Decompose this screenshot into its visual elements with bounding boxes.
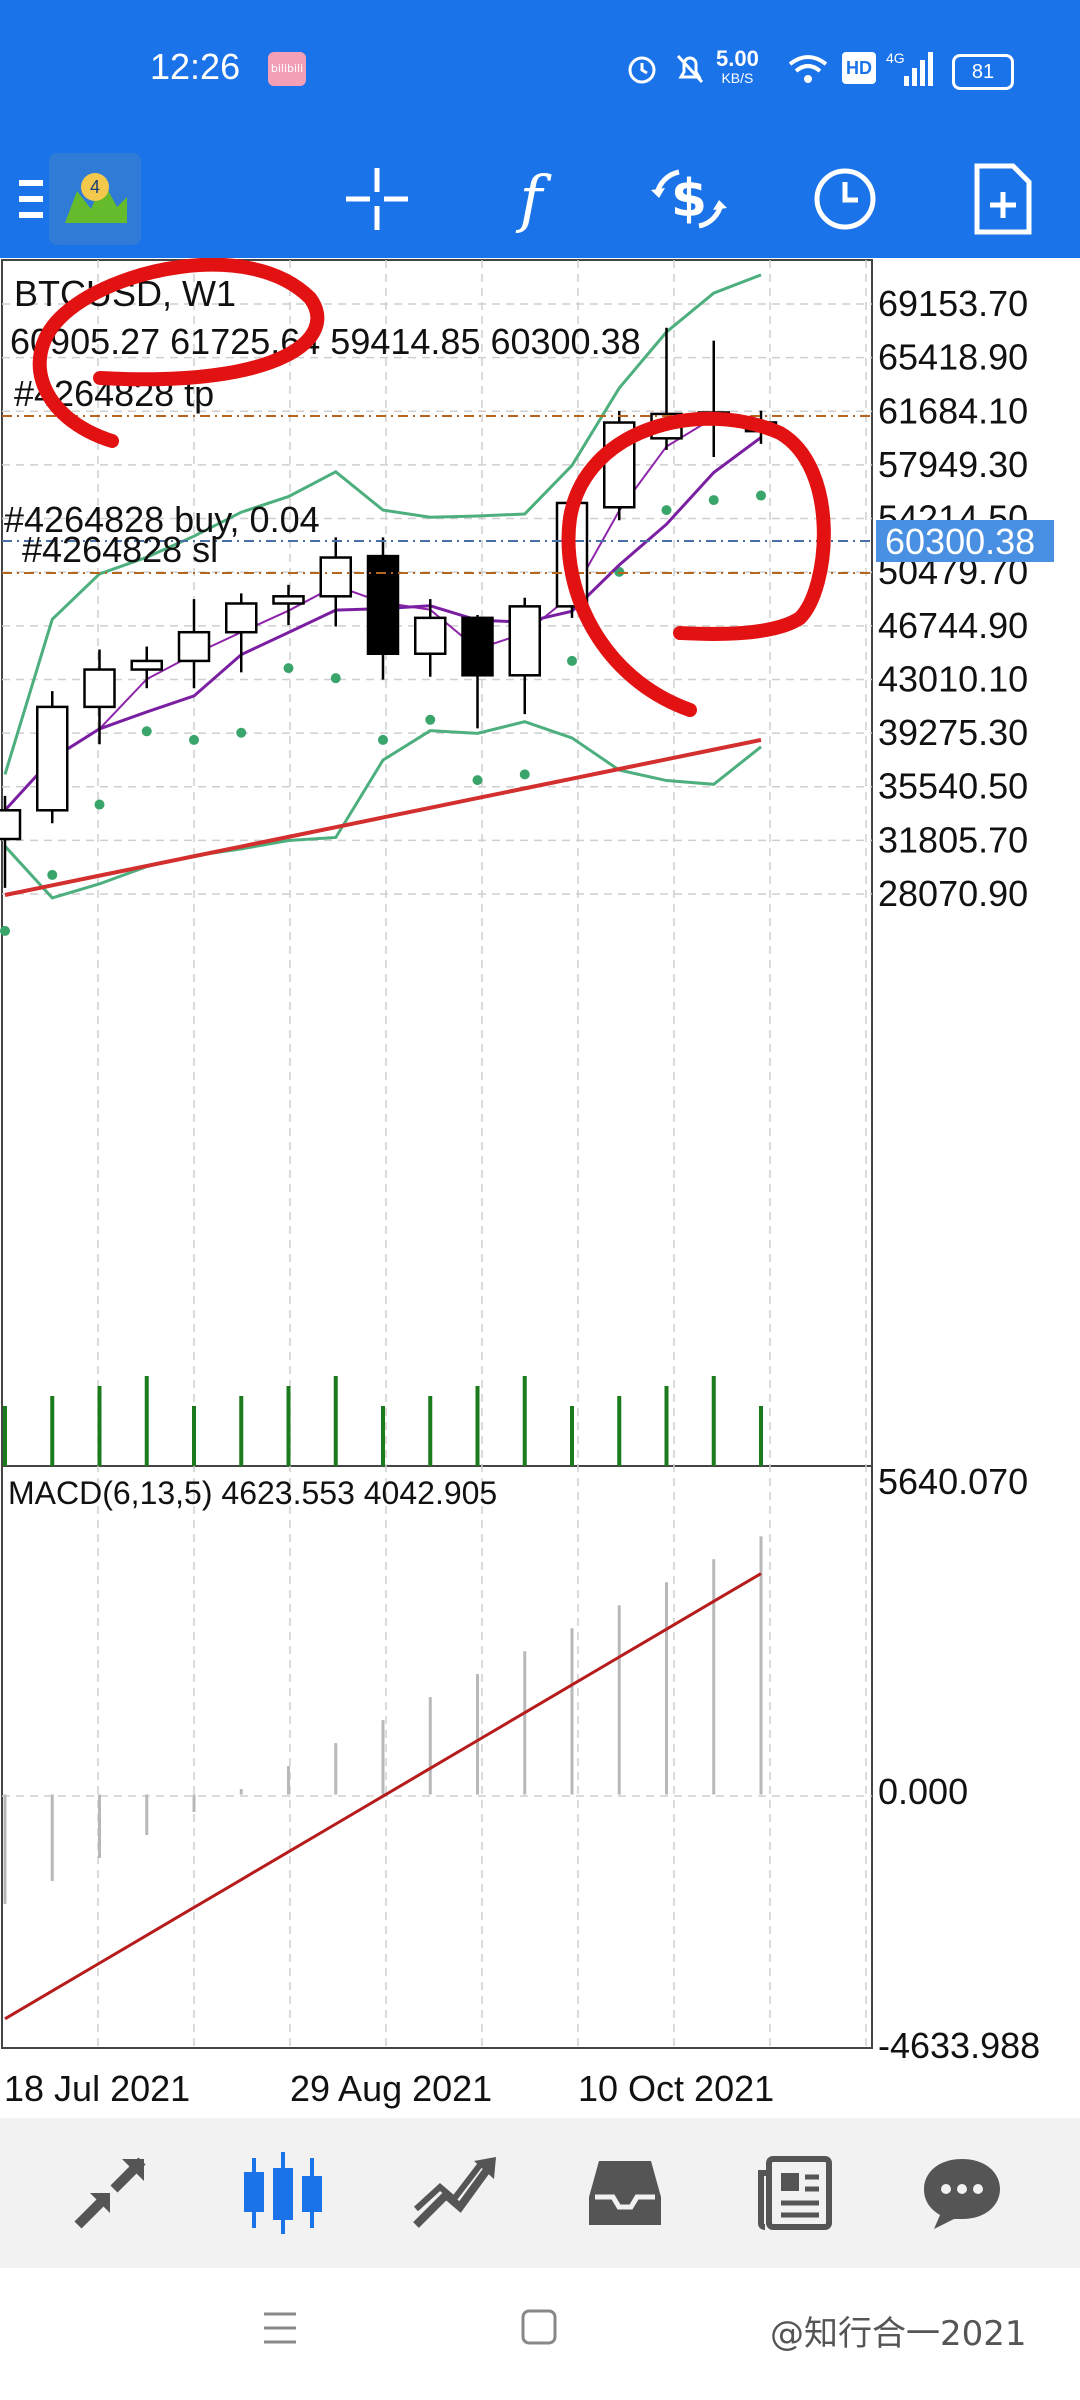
psar-dot bbox=[141, 726, 152, 737]
macd-signal-line bbox=[4, 1572, 762, 2021]
svg-text:f: f bbox=[516, 164, 553, 234]
psar-dot bbox=[519, 769, 530, 780]
psar-dot bbox=[330, 673, 341, 684]
psar-dot bbox=[425, 714, 436, 725]
svg-text:4: 4 bbox=[90, 177, 100, 197]
status-bar: 12:26 bilibili 5.00 KB/S HD 4G 81 bbox=[0, 0, 1080, 140]
psar-dot bbox=[661, 505, 672, 516]
candle-body bbox=[0, 809, 22, 841]
bottom-navigation bbox=[0, 2118, 1080, 2268]
psar-dot bbox=[378, 734, 388, 745]
price-tick-label: 43010.10 bbox=[878, 658, 1028, 699]
battery-indicator: 81 bbox=[952, 54, 1014, 90]
price-tick-label: 31805.70 bbox=[878, 819, 1028, 860]
candle-body bbox=[461, 616, 494, 677]
candle-body bbox=[272, 595, 305, 605]
system-navigation: @知行合一2021 bbox=[0, 2268, 1080, 2400]
candle-body bbox=[319, 556, 352, 598]
news-icon[interactable] bbox=[755, 2153, 835, 2233]
chart-area[interactable]: BTCUSD, W1 60905.27 61725.64 59414.85 60… bbox=[0, 257, 1080, 2118]
candle-body bbox=[366, 554, 400, 655]
macd-histogram bbox=[3, 1536, 763, 2021]
chart-icon[interactable] bbox=[240, 2148, 326, 2238]
chart-canvas[interactable]: BTCUSD, W1 60905.27 61725.64 59414.85 60… bbox=[0, 257, 1080, 2118]
psar-dot bbox=[283, 663, 294, 674]
sl-label: #4264828 sl bbox=[22, 529, 218, 570]
parabolic-sar bbox=[0, 490, 766, 936]
annotation-circle-logo bbox=[32, 257, 325, 448]
recents-icon[interactable] bbox=[262, 2308, 298, 2348]
annotation-circle-candles bbox=[561, 411, 831, 717]
date-label-2: 29 Aug 2021 bbox=[290, 2068, 492, 2109]
psar-dot bbox=[94, 799, 105, 810]
date-label-1: 18 Jul 2021 bbox=[4, 2068, 190, 2109]
macd-label: MACD(6,13,5) 4623.553 4042.905 bbox=[8, 1475, 497, 1511]
macd-tick-bottom: -4633.988 bbox=[878, 2025, 1040, 2066]
date-label-3: 10 Oct 2021 bbox=[578, 2068, 774, 2109]
network-speed-value: 5.00 bbox=[716, 46, 759, 71]
price-panel-frame bbox=[1, 259, 873, 1467]
crosshair-icon[interactable] bbox=[318, 140, 436, 258]
price-tick-label: 35540.50 bbox=[878, 766, 1028, 807]
candle-body bbox=[36, 705, 69, 812]
home-icon[interactable] bbox=[520, 2308, 558, 2346]
psar-dot bbox=[472, 775, 483, 786]
trade-icon[interactable] bbox=[410, 2153, 500, 2233]
status-time: 12:26 bbox=[150, 46, 241, 87]
wifi-icon bbox=[786, 52, 830, 86]
price-tick-label: 57949.30 bbox=[878, 444, 1028, 485]
macd-tick-zero: 0.000 bbox=[878, 1771, 968, 1812]
bollinger-lower-line bbox=[3, 720, 762, 900]
new-document-icon[interactable] bbox=[944, 140, 1062, 258]
bilibili-icon: bilibili bbox=[268, 52, 306, 86]
network-speed-unit: KB/S bbox=[721, 70, 754, 86]
svg-text:$: $ bbox=[671, 169, 707, 229]
macd-panel-frame bbox=[1, 1465, 873, 2049]
current-price-box bbox=[876, 520, 1054, 562]
bollinger-upper-line bbox=[3, 273, 762, 775]
price-tick-label: 39275.30 bbox=[878, 712, 1028, 753]
quotes-icon[interactable] bbox=[70, 2153, 150, 2233]
signal-label: 4G bbox=[886, 50, 905, 66]
psar-dot bbox=[236, 727, 247, 738]
candle-body bbox=[414, 616, 447, 655]
psar-dot bbox=[567, 655, 577, 666]
buy-label: #4264828 buy, 0.04 bbox=[4, 499, 320, 540]
price-tick-label: 28070.90 bbox=[878, 873, 1028, 914]
menu-icon[interactable] bbox=[0, 140, 88, 258]
price-tick-label: 65418.90 bbox=[878, 337, 1028, 378]
watermark: @知行合一2021 bbox=[770, 2314, 1027, 2354]
macd-tick-top: 5640.070 bbox=[878, 1461, 1028, 1502]
signal-icon: 4G bbox=[886, 50, 934, 88]
psar-dot bbox=[756, 490, 766, 501]
price-tick-label: 69153.70 bbox=[878, 283, 1028, 324]
candle-body bbox=[225, 602, 258, 634]
history-icon[interactable] bbox=[585, 2153, 665, 2233]
price-tick-label: 46744.90 bbox=[878, 605, 1028, 646]
function-icon[interactable]: f bbox=[472, 140, 590, 258]
network-speed: 5.00 KB/S bbox=[716, 46, 759, 87]
mute-bell-icon bbox=[672, 50, 708, 86]
messages-icon[interactable] bbox=[920, 2153, 1004, 2233]
volume-bars bbox=[3, 1376, 763, 1466]
psar-dot bbox=[189, 734, 199, 745]
ohlc-label: 60905.27 61725.64 59414.85 60300.38 bbox=[10, 321, 641, 362]
price-axis: 69153.7065418.9061684.1057949.3054214.50… bbox=[878, 283, 1028, 914]
current-price-label: 60300.38 bbox=[885, 521, 1035, 562]
ma-long-line bbox=[4, 737, 762, 897]
price-tick-label: 61684.10 bbox=[878, 390, 1028, 431]
clock-icon[interactable] bbox=[786, 140, 904, 258]
candle-body bbox=[177, 630, 211, 663]
candle-body bbox=[130, 659, 163, 671]
hd-badge: HD bbox=[842, 52, 876, 84]
metatrader-logo[interactable]: 4 bbox=[36, 140, 154, 258]
psar-dot bbox=[0, 925, 10, 936]
psar-dot bbox=[47, 869, 58, 880]
dollar-swap-icon[interactable]: $ bbox=[630, 140, 748, 258]
alarm-icon bbox=[624, 50, 660, 86]
psar-dot bbox=[708, 495, 719, 506]
top-toolbar bbox=[0, 140, 1080, 258]
candle-body bbox=[83, 668, 116, 709]
candle-body bbox=[508, 605, 541, 677]
